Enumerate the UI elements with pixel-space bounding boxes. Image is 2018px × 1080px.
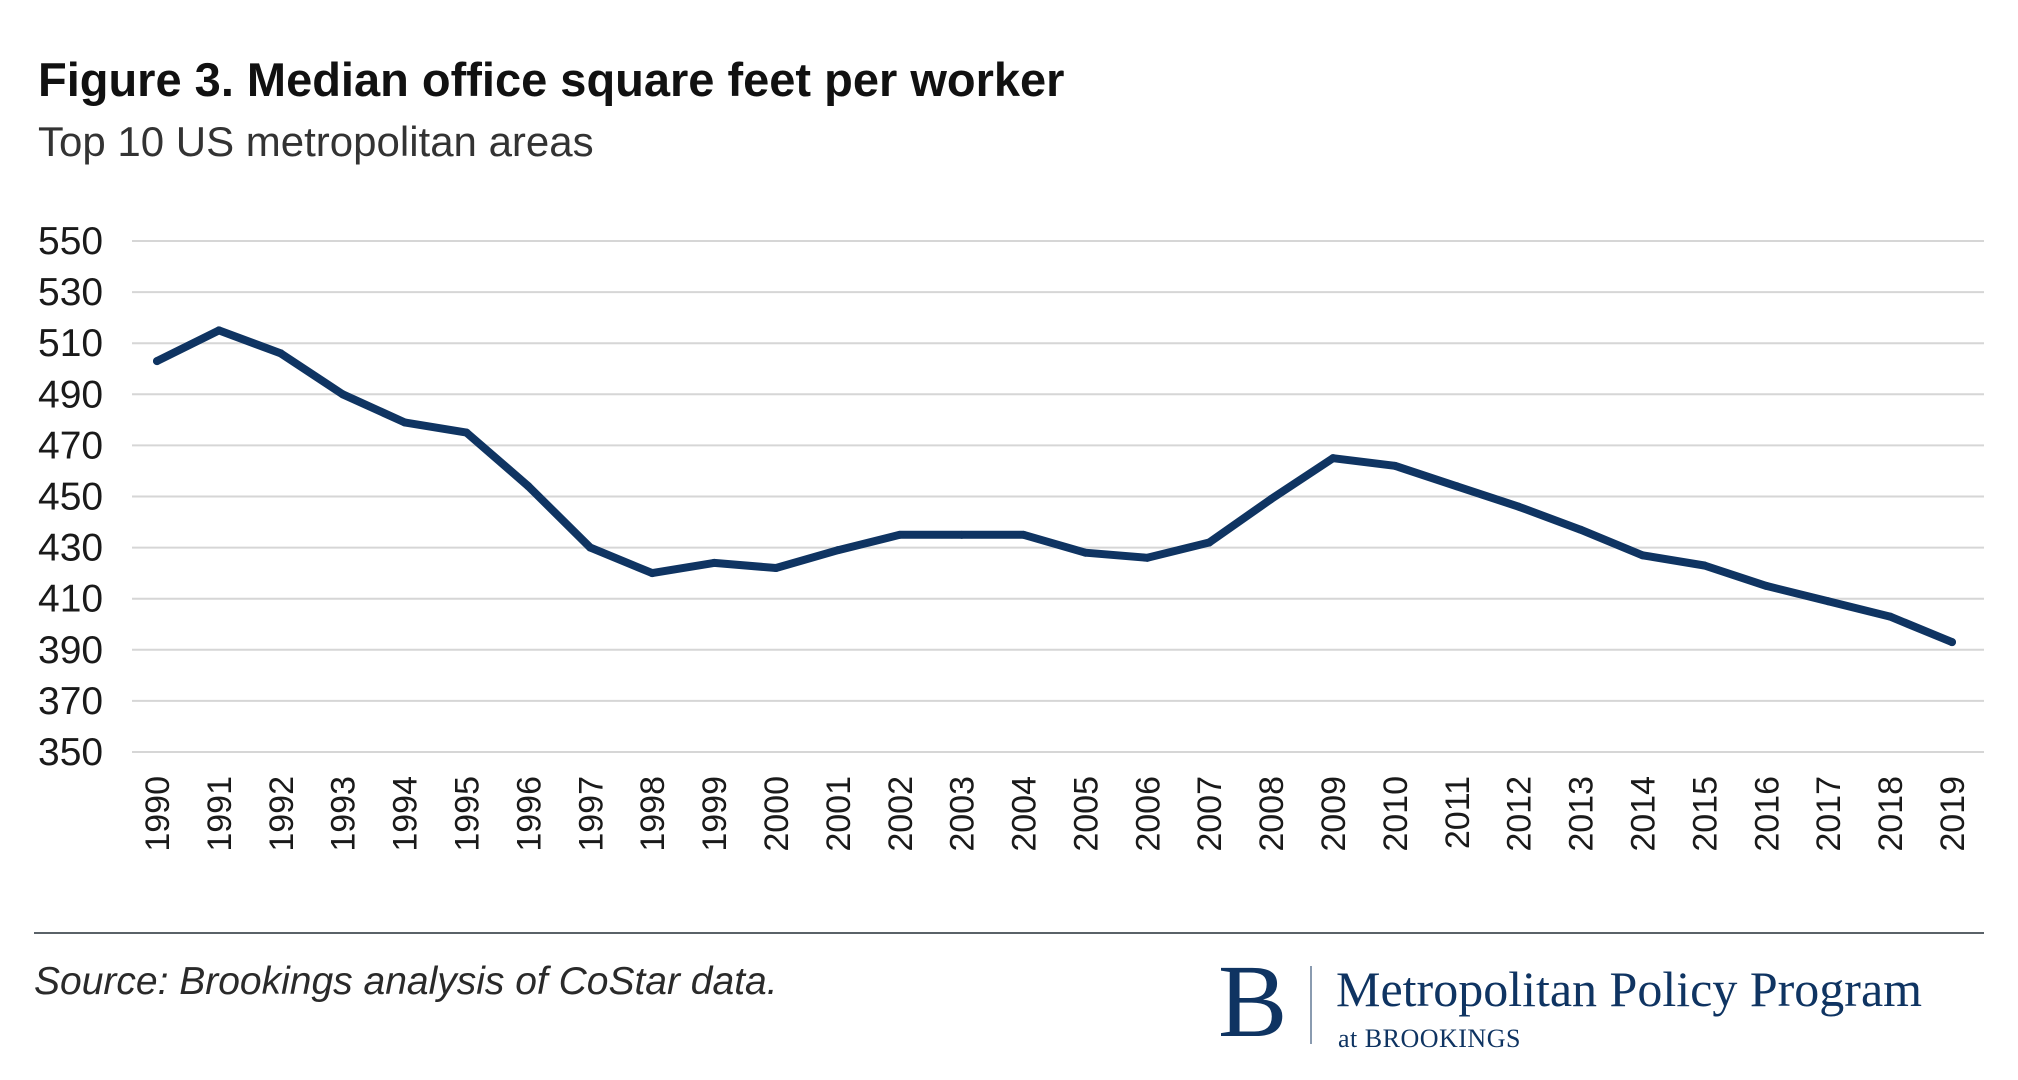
x-tick-label: 1994 <box>387 776 425 852</box>
y-axis-ticks: 550 530 510 490 470 450 430 410 390 370 350 <box>38 220 103 774</box>
x-tick-label: 2014 <box>1625 776 1663 852</box>
x-tick-label: 2001 <box>820 776 858 852</box>
x-tick-label: 2010 <box>1377 776 1415 852</box>
data-point <box>338 390 347 399</box>
x-tick-label: 2011 <box>1439 776 1477 849</box>
y-tick-label: 390 <box>38 629 103 672</box>
x-tick-label: 2018 <box>1872 776 1910 852</box>
y-tick-label: 490 <box>38 373 103 416</box>
data-point <box>771 564 780 573</box>
x-tick-label: 1998 <box>634 776 672 852</box>
y-tick-label: 530 <box>38 271 103 314</box>
data-point <box>1514 502 1523 511</box>
data-point <box>1081 548 1090 557</box>
y-tick-label: 450 <box>38 476 103 519</box>
program-name: Metropolitan Policy Program <box>1336 961 1923 1017</box>
source-note: Source: Brookings analysis of CoStar dat… <box>34 960 778 1003</box>
data-point <box>586 543 595 552</box>
x-tick-label: 2008 <box>1253 776 1291 852</box>
logo-divider <box>1310 966 1312 1044</box>
x-tick-label: 2012 <box>1501 776 1539 852</box>
data-point <box>895 530 904 539</box>
y-tick-label: 550 <box>38 220 103 263</box>
footer-divider <box>34 932 1984 934</box>
data-point <box>710 558 719 567</box>
y-tick-label: 370 <box>38 680 103 723</box>
data-point <box>1700 561 1709 570</box>
x-tick-label: 2005 <box>1067 776 1105 852</box>
data-point <box>400 418 409 427</box>
x-tick-label: 2000 <box>758 776 796 852</box>
data-point <box>1329 454 1338 463</box>
x-tick-label: 2013 <box>1563 776 1601 852</box>
x-tick-label: 1991 <box>201 776 239 852</box>
data-point <box>1390 461 1399 470</box>
data-point <box>957 530 966 539</box>
gridlines <box>132 240 1984 753</box>
x-tick-label: 2016 <box>1748 776 1786 852</box>
x-tick-label: 2017 <box>1810 776 1848 852</box>
x-tick-label: 1999 <box>696 776 734 852</box>
data-point <box>1143 553 1152 562</box>
chart-title: Figure 3. Median office square feet per … <box>38 53 1065 106</box>
at-brookings: at BROOKINGS <box>1338 1024 1521 1053</box>
x-tick-label: 2015 <box>1686 776 1724 852</box>
data-point <box>276 349 285 358</box>
x-tick-label: 1992 <box>263 776 301 852</box>
data-point <box>1267 495 1276 504</box>
data-point <box>1019 530 1028 539</box>
y-tick-label: 410 <box>38 578 103 621</box>
brookings-logo-mark: B <box>1218 944 1288 1059</box>
data-point <box>214 326 223 335</box>
data-point <box>648 569 657 578</box>
data-point <box>1452 482 1461 491</box>
data-point <box>1762 581 1771 590</box>
y-tick-label: 430 <box>38 527 103 570</box>
x-tick-label: 2007 <box>1191 776 1229 852</box>
data-point <box>1886 612 1895 621</box>
x-tick-label: 2019 <box>1934 776 1972 852</box>
x-tick-label: 2004 <box>1006 776 1044 852</box>
x-tick-label: 1996 <box>510 776 548 852</box>
data-point <box>1205 538 1214 547</box>
chart-subtitle: Top 10 US metropolitan areas <box>38 118 594 165</box>
y-tick-label: 470 <box>38 424 103 467</box>
data-point <box>833 546 842 555</box>
x-tick-label: 1993 <box>325 776 363 852</box>
data-point <box>1948 638 1956 647</box>
x-tick-label: 2009 <box>1315 776 1353 852</box>
data-point <box>1638 551 1647 560</box>
series-line <box>153 326 1956 647</box>
data-point <box>1824 597 1833 606</box>
data-point <box>153 357 161 366</box>
data-point <box>524 482 533 491</box>
series-layer <box>153 326 1956 647</box>
y-tick-label: 350 <box>38 731 103 774</box>
x-tick-label: 1995 <box>448 776 486 852</box>
x-tick-label: 2006 <box>1129 776 1167 852</box>
x-tick-label: 1990 <box>139 776 177 852</box>
data-point <box>1576 525 1585 534</box>
x-tick-label: 2002 <box>882 776 920 852</box>
x-tick-label: 2003 <box>944 776 982 852</box>
data-point <box>462 428 471 437</box>
y-tick-label: 510 <box>38 322 103 365</box>
x-tick-label: 1997 <box>572 776 610 852</box>
x-axis-ticks: 1990 1991 1992 1993 1994 1995 1996 1997 1998 1999… <box>139 776 1972 852</box>
